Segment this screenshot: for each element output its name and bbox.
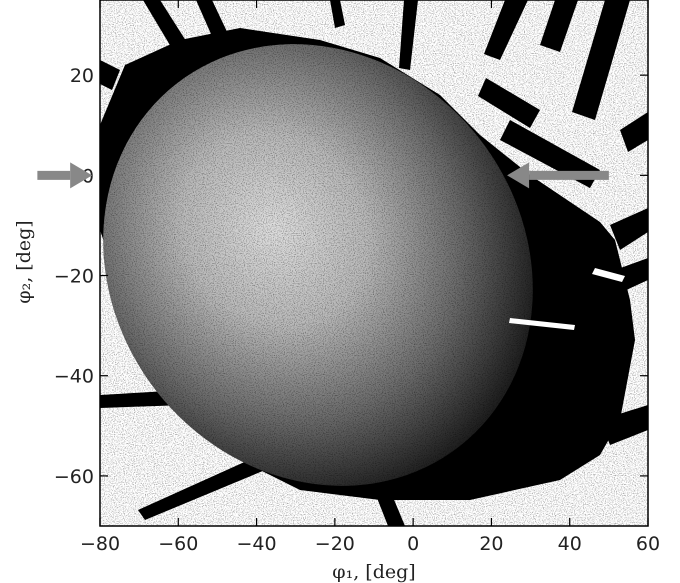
x-tick-label: 40	[558, 533, 582, 555]
annotations	[37, 162, 609, 189]
x-tick-label: −80	[80, 533, 120, 555]
survey-gaps	[509, 268, 625, 330]
plot-frame	[99, 0, 649, 527]
x-tick-label: 0	[407, 533, 419, 555]
y-tick-label: 20	[70, 65, 94, 87]
x-tick-label: −40	[237, 533, 277, 555]
x-tick-label: 60	[636, 533, 660, 555]
x-tick-label: 20	[479, 533, 503, 555]
arrow-left-icon	[507, 162, 609, 189]
y-tick-label: −40	[54, 366, 94, 388]
x-tick-label: −20	[315, 533, 355, 555]
x-tick-label: −60	[158, 533, 198, 555]
x-axis: −80 −60 −40 −20 0 20 40 60	[80, 0, 660, 555]
y-tick-label: −60	[54, 466, 94, 488]
density-map	[100, 0, 648, 526]
noise-texture	[100, 0, 648, 526]
y-tick-label: −20	[54, 266, 94, 288]
arrow-right-icon	[37, 162, 93, 189]
y-axis-title: φ₂, [deg]	[13, 220, 35, 303]
x-axis-title: φ₁, [deg]	[332, 561, 415, 583]
